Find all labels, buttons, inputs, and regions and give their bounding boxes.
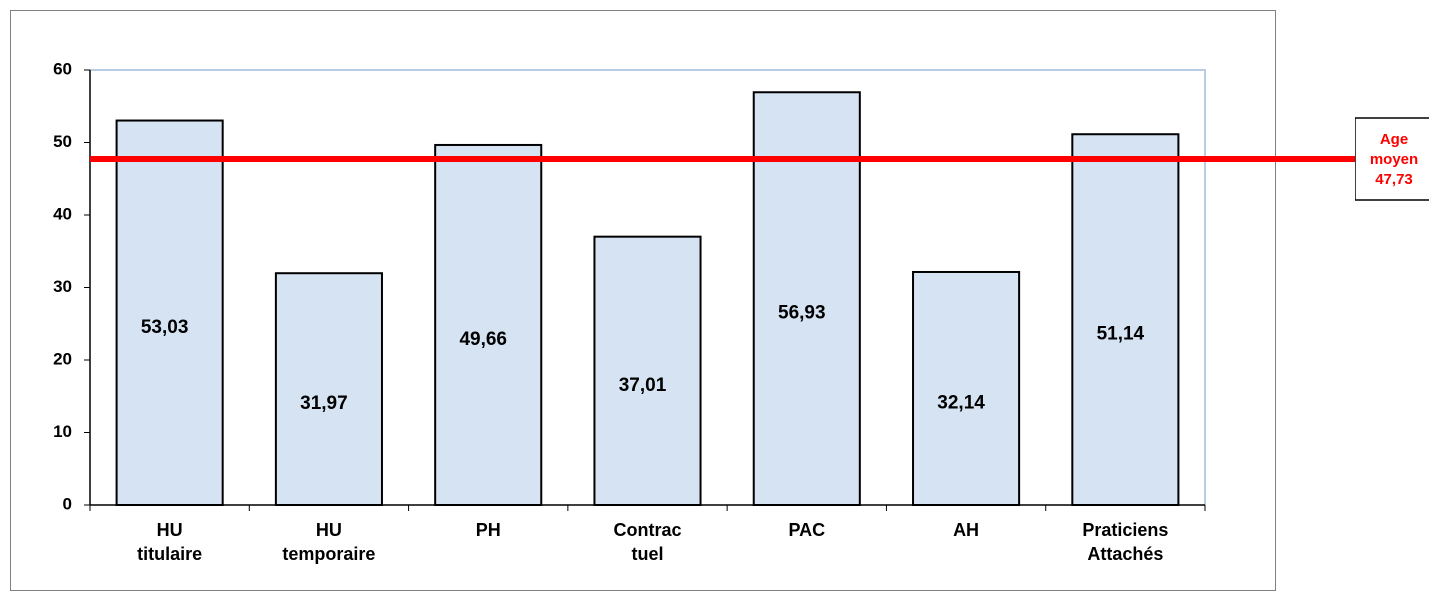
- value-label: 31,97: [300, 393, 348, 414]
- value-label: 53,03: [141, 317, 189, 338]
- annotation-label: Age: [1380, 131, 1408, 148]
- x-tick-label: Attachés: [1087, 544, 1163, 564]
- value-label: 56,93: [778, 303, 826, 324]
- plot-border: [90, 69, 1206, 505]
- bar: [274, 272, 383, 506]
- y-tick-label: 50: [53, 132, 72, 151]
- y-tick-label: 10: [53, 422, 72, 441]
- bar: [593, 235, 702, 507]
- x-tick-label: titulaire: [137, 544, 202, 564]
- x-tick-label: temporaire: [282, 544, 375, 564]
- x-tick-label: Contrac: [613, 520, 681, 540]
- x-tick-label: AH: [953, 520, 979, 540]
- bar: [115, 119, 224, 506]
- y-tick-label: 0: [63, 494, 72, 513]
- bar: [912, 270, 1021, 506]
- x-tick-label: PH: [476, 520, 501, 540]
- x-tick-label: HU: [316, 520, 342, 540]
- x-tick-label: PAC: [788, 520, 825, 540]
- value-label: 49,66: [459, 329, 507, 350]
- annotation-label: moyen: [1370, 151, 1418, 168]
- x-tick-label: Praticiens: [1082, 520, 1168, 540]
- value-label: 37,01: [619, 375, 667, 396]
- y-tick-label: 30: [53, 277, 72, 296]
- annotation-value: 47,73: [1375, 171, 1413, 188]
- bar: [434, 143, 543, 506]
- bar: [752, 91, 861, 506]
- value-label: 32,14: [937, 393, 985, 414]
- reference-annotation: Age moyen 47,73: [1355, 117, 1429, 201]
- y-tick-label: 40: [53, 204, 72, 223]
- annotation-box: [1355, 117, 1429, 201]
- bar: [1071, 133, 1180, 507]
- y-tick-label: 60: [53, 59, 72, 78]
- y-tick-label: 20: [53, 349, 72, 368]
- value-label: 51,14: [1097, 324, 1145, 345]
- x-tick-label: HU: [157, 520, 183, 540]
- x-tick-label: tuel: [631, 544, 663, 564]
